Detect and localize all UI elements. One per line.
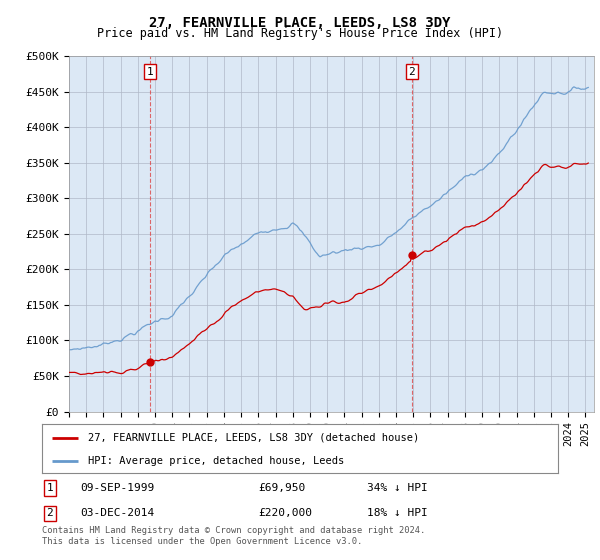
Text: 2: 2	[46, 508, 53, 519]
Text: £69,950: £69,950	[259, 483, 306, 493]
Text: 1: 1	[146, 67, 153, 77]
Text: 18% ↓ HPI: 18% ↓ HPI	[367, 508, 428, 519]
Text: 2: 2	[409, 67, 415, 77]
Text: 27, FEARNVILLE PLACE, LEEDS, LS8 3DY: 27, FEARNVILLE PLACE, LEEDS, LS8 3DY	[149, 16, 451, 30]
Text: 34% ↓ HPI: 34% ↓ HPI	[367, 483, 428, 493]
Text: Contains HM Land Registry data © Crown copyright and database right 2024.
This d: Contains HM Land Registry data © Crown c…	[42, 526, 425, 546]
Text: Price paid vs. HM Land Registry's House Price Index (HPI): Price paid vs. HM Land Registry's House …	[97, 27, 503, 40]
Text: 03-DEC-2014: 03-DEC-2014	[80, 508, 155, 519]
Text: 1: 1	[46, 483, 53, 493]
Text: HPI: Average price, detached house, Leeds: HPI: Average price, detached house, Leed…	[88, 456, 344, 466]
Text: 09-SEP-1999: 09-SEP-1999	[80, 483, 155, 493]
Text: £220,000: £220,000	[259, 508, 313, 519]
Text: 27, FEARNVILLE PLACE, LEEDS, LS8 3DY (detached house): 27, FEARNVILLE PLACE, LEEDS, LS8 3DY (de…	[88, 433, 419, 443]
